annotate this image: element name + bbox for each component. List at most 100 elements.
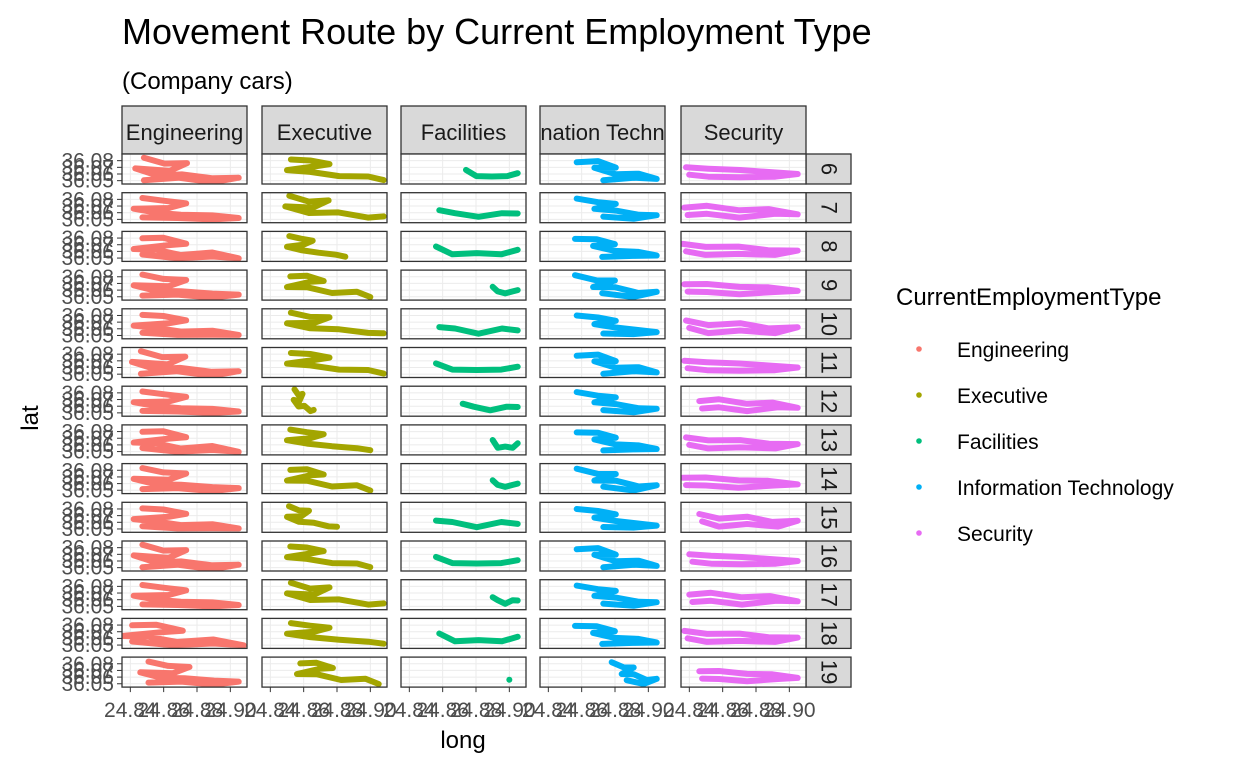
x-tick-label: 24.86 <box>696 699 749 722</box>
panel-border <box>539 346 666 379</box>
x-tick-label: 24.90 <box>763 699 816 722</box>
facet-panel <box>121 501 248 533</box>
y-tick-label: 36.07 <box>61 505 114 528</box>
y-tick-label: 36.08 <box>61 537 114 560</box>
row-strip-label: 16 <box>817 544 842 568</box>
route-track <box>572 235 660 260</box>
route-track <box>284 466 374 494</box>
panel-border <box>400 230 527 263</box>
panel-border <box>121 269 248 301</box>
y-tick-label: 36.08 <box>61 343 114 366</box>
legend-item: Engineering <box>916 339 1069 362</box>
panel-border <box>261 579 388 611</box>
y-tick-label: 36.05 <box>61 170 114 193</box>
row-strip-label: 14 <box>817 466 842 490</box>
panel-border <box>261 308 388 340</box>
panel-background <box>401 424 526 455</box>
panel-border <box>539 579 666 611</box>
facet-panel <box>121 424 248 456</box>
panel-border <box>261 424 388 456</box>
legend-key <box>916 438 922 444</box>
route-track <box>608 659 660 687</box>
route-track <box>686 551 801 568</box>
panel-border <box>539 230 666 263</box>
panel-border <box>400 540 527 572</box>
panel-border <box>121 656 248 688</box>
y-tick-label: 36.06 <box>61 357 114 380</box>
panel-border <box>261 385 388 417</box>
row-strip-background <box>805 346 852 379</box>
facet-panel <box>680 579 807 611</box>
panel-border <box>539 385 666 417</box>
x-tick-label: 24.90 <box>483 699 536 722</box>
y-tick-label: 36.07 <box>61 389 114 412</box>
facet-panel <box>680 462 807 495</box>
panel-background <box>401 347 526 378</box>
legend-item: Facilities <box>916 431 1039 454</box>
route-track <box>130 195 242 223</box>
y-tick-label: 36.07 <box>61 350 114 373</box>
route-track <box>489 437 521 451</box>
legend-title: CurrentEmploymentType <box>896 284 1161 311</box>
route-track <box>132 154 242 184</box>
x-tick-label: 24.90 <box>622 699 675 722</box>
panel-border <box>539 501 666 533</box>
y-tick-label: 36.08 <box>61 575 114 598</box>
panel-background <box>401 618 526 649</box>
legend-key <box>916 484 922 490</box>
y-tick-label: 36.07 <box>61 543 114 566</box>
row-strip: 6 <box>805 153 852 185</box>
route-track <box>433 360 521 373</box>
y-tick-label: 36.05 <box>61 595 114 618</box>
route-track <box>573 158 660 184</box>
panel-border <box>121 462 248 495</box>
facet-panel <box>400 617 527 650</box>
panel-border <box>680 617 807 650</box>
facet-panel <box>261 424 388 456</box>
route-track <box>284 309 387 337</box>
panel-border <box>400 308 527 340</box>
y-tick-label: 36.05 <box>61 518 114 541</box>
facet-panel <box>400 308 527 340</box>
strip-background <box>121 105 248 155</box>
y-tick-label: 36.05 <box>61 286 114 309</box>
route-track <box>284 272 374 300</box>
route-track <box>686 589 801 608</box>
y-tick-label: 36.08 <box>61 188 114 211</box>
row-strip-background <box>805 462 852 495</box>
x-tick-label: 24.86 <box>137 699 190 722</box>
row-strip: 16 <box>805 540 852 572</box>
facet-panel <box>261 192 388 224</box>
facet-panel <box>400 579 527 611</box>
facet-panel <box>121 540 248 572</box>
row-strip-label: 18 <box>817 621 842 645</box>
panel-border <box>680 230 807 263</box>
y-tick-label: 36.07 <box>61 621 114 644</box>
y-tick-label: 36.08 <box>61 304 114 327</box>
y-tick-label: 36.06 <box>61 202 114 225</box>
legend-key <box>916 530 922 536</box>
route-track <box>681 627 801 645</box>
row-strip: 15 <box>805 501 852 533</box>
route-track <box>572 272 660 300</box>
row-strip: 19 <box>805 656 852 688</box>
panel-border <box>680 153 807 185</box>
route-track <box>433 517 521 531</box>
facet-panel <box>680 617 807 650</box>
facet-panel <box>400 501 527 533</box>
facet-panel <box>121 269 248 301</box>
facet-panel <box>680 424 807 456</box>
row-strip-background <box>805 385 852 417</box>
y-tick-label: 36.07 <box>61 311 114 334</box>
facet-panel <box>400 656 527 688</box>
panel-background <box>401 192 526 223</box>
column-strip: nation Techn <box>539 105 666 155</box>
facet-panel <box>680 346 807 379</box>
panel-border <box>121 579 248 611</box>
panel-border <box>400 617 527 650</box>
facet-panel <box>261 617 388 650</box>
facet-panel <box>121 230 248 263</box>
row-strip-label: 11 <box>817 351 842 374</box>
x-tick-label: 24.88 <box>589 699 642 722</box>
